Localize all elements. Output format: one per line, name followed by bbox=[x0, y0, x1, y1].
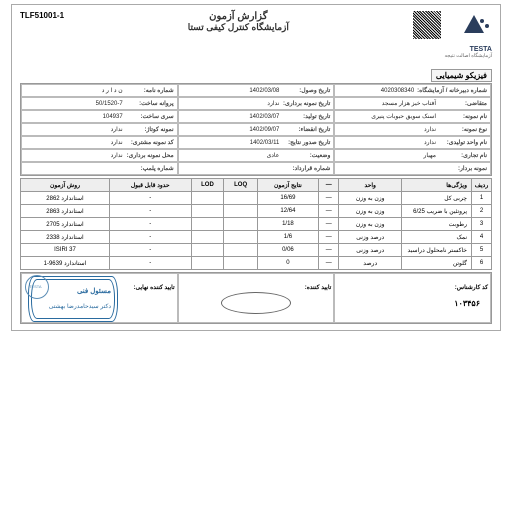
title2: آزمایشگاه کنترل کیفی تستا bbox=[188, 22, 289, 33]
table-row: 2پروتئین با ضریب 6/25وزن به وزن—12/64-اس… bbox=[21, 205, 492, 218]
table-row: 3رطوبتوزن به وزن—1/18-استاندارد 2705 bbox=[21, 218, 492, 231]
title-block: گزارش آزمون آزمایشگاه کنترل کیفی تستا bbox=[188, 11, 289, 33]
report-page: TESTA آزمایشگاه اصالت نتیجه گزارش آزمون … bbox=[11, 4, 501, 331]
meta-cell: پروانه ساخت:50/1520-7 bbox=[21, 97, 178, 110]
title1: گزارش آزمون bbox=[188, 11, 289, 22]
meta-cell: شماره دبیرخانه / آزمایشگاه:4020308340 bbox=[334, 84, 491, 97]
meta-cell: تاریخ تولید:1402/03/07 bbox=[178, 110, 335, 123]
meta-cell: شماره پلمپ: bbox=[21, 162, 178, 175]
brand-sub: آزمایشگاه اصالت نتیجه bbox=[445, 53, 492, 59]
signature-mark bbox=[221, 292, 291, 314]
meta-cell: نام واحد تولیدی:ندارد bbox=[334, 136, 491, 149]
meta-cell: محل نمونه برداری:ندارد bbox=[21, 149, 178, 162]
logo-block: TESTA آزمایشگاه اصالت نتیجه bbox=[413, 11, 492, 59]
table-header-row: ردیفویژگی‌هاواحد—نتایج آزمونLOQLODحدود ق… bbox=[21, 179, 492, 192]
qr-code-icon bbox=[413, 11, 441, 39]
signature-row: کد کارشناس: ۱۰۳۴۵۶ تایید کننده: تایید کن… bbox=[20, 272, 492, 324]
table-row: 1چربی کلوزن به وزن—16/69-استاندارد 2862 bbox=[21, 192, 492, 205]
meta-cell: سری ساخت:104937 bbox=[21, 110, 178, 123]
meta-cell: تاریخ انقضاء:1402/09/07 bbox=[178, 123, 335, 136]
seal-icon bbox=[25, 275, 49, 299]
table-body: 1چربی کلوزن به وزن—16/69-استاندارد 28622… bbox=[21, 192, 492, 270]
meta-cell: شماره قرارداد: bbox=[178, 162, 335, 175]
signer-final: تایید کننده نهایی: مسئول فنی دکتر سیدحام… bbox=[21, 273, 178, 323]
meta-cell: تاریخ نمونه برداری:ندارد bbox=[178, 97, 335, 110]
section-title: فیزیکو شیمیایی bbox=[431, 69, 492, 82]
meta-cell: شماره نامه:ن د ا ر د bbox=[21, 84, 178, 97]
form-code: TLF51001-1 bbox=[20, 11, 64, 20]
meta-cell: نمونه بردار: bbox=[334, 162, 491, 175]
meta-cell: نمونه کوتاژ:ندارد bbox=[21, 123, 178, 136]
signer-expert: کد کارشناس: ۱۰۳۴۵۶ bbox=[334, 273, 491, 323]
meta-cell: کد نمونه مشتری:ندارد bbox=[21, 136, 178, 149]
brand: TESTA bbox=[445, 46, 492, 53]
meta-cell: تاریخ وصول:1402/03/08 bbox=[178, 84, 335, 97]
meta-cell: نوع نمونه:ندارد bbox=[334, 123, 491, 136]
signer-approver: تایید کننده: bbox=[178, 273, 335, 323]
metadata-grid: شماره دبیرخانه / آزمایشگاه:4020308340تار… bbox=[20, 83, 492, 176]
stamp-icon: مسئول فنی دکتر سیدحامدرضا بهشتی bbox=[28, 276, 118, 322]
table-row: 5خاکستر نامحلول دراسیددرصد وزنی—0/06-ISI… bbox=[21, 244, 492, 257]
testa-logo-icon bbox=[462, 11, 492, 41]
meta-cell: تاریخ صدور نتایج:1402/03/11 bbox=[178, 136, 335, 149]
meta-cell: نام تجاری:مهیار bbox=[334, 149, 491, 162]
results-table: ردیفویژگی‌هاواحد—نتایج آزمونLOQLODحدود ق… bbox=[20, 178, 492, 270]
meta-cell: نام نمونه:اسنک سویق حبوبات پنیری bbox=[334, 110, 491, 123]
table-row: 6گلوتندرصد—0-استاندارد 9639-1 bbox=[21, 257, 492, 270]
meta-cell: متقاضی:آفتاب خیز هزار مسجد bbox=[334, 97, 491, 110]
table-row: 4نمکدرصد وزنی—1/6-استاندارد 2338 bbox=[21, 231, 492, 244]
expert-code: ۱۰۳۴۵۶ bbox=[454, 299, 480, 308]
header: TESTA آزمایشگاه اصالت نتیجه گزارش آزمون … bbox=[20, 11, 492, 59]
meta-cell: وضعیت:عادی bbox=[178, 149, 335, 162]
